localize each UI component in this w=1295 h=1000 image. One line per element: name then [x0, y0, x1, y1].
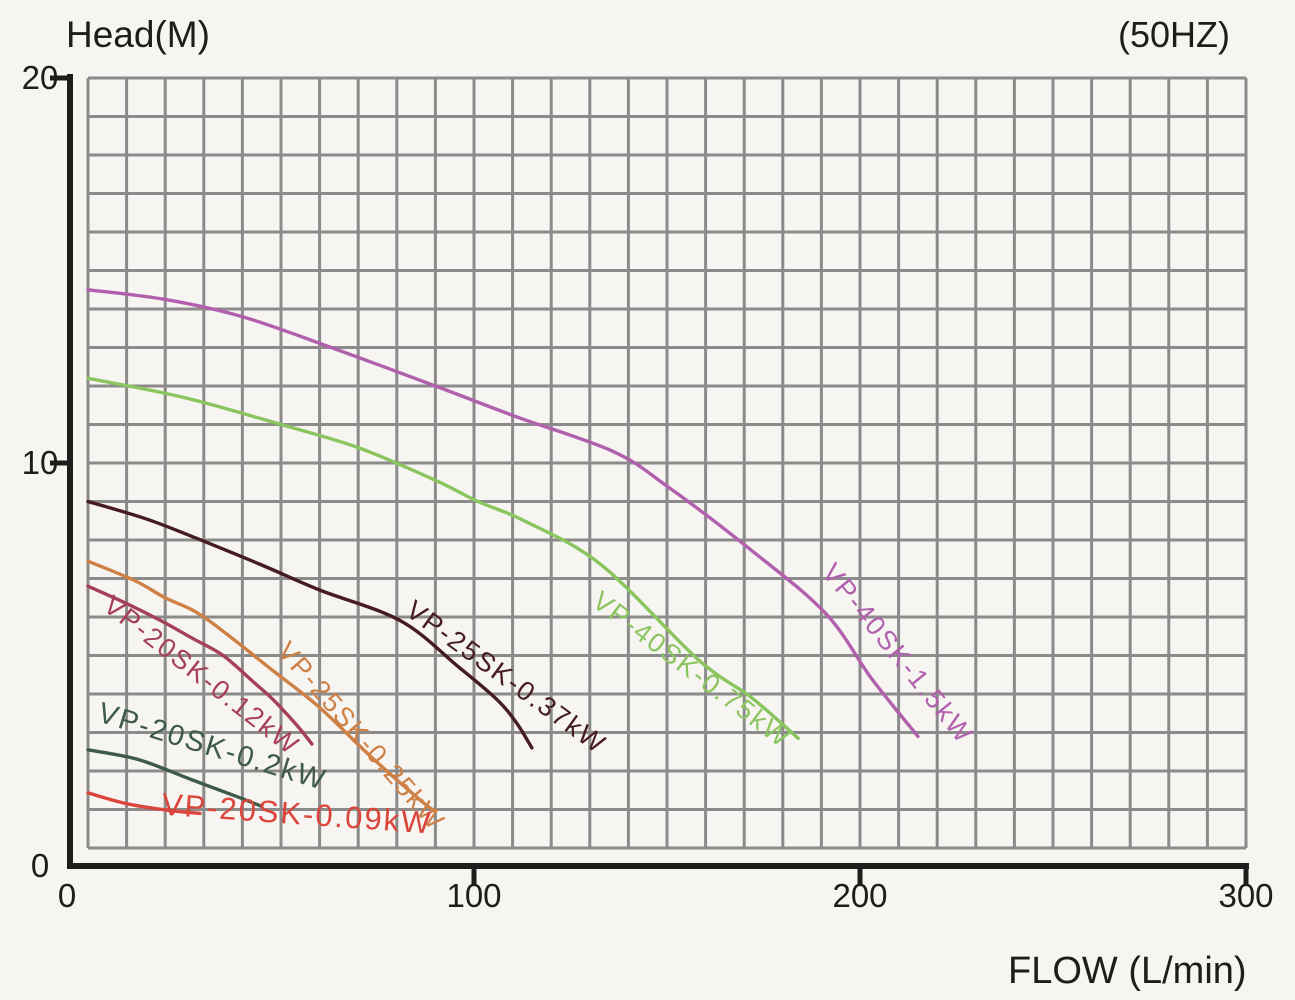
axis-ticks	[50, 75, 1249, 885]
x-tick-label-200: 200	[832, 877, 888, 914]
y-axis-title: Head(M)	[66, 14, 210, 55]
curve-vp-20sk-0.2kw	[86, 748, 264, 809]
y-tick-label-20: 20	[21, 59, 59, 96]
curve-vp-20sk-0.09kw	[86, 791, 202, 816]
y-tick-label-0: 0	[30, 847, 50, 884]
x-tick-label-0: 0	[57, 877, 77, 914]
curve-vp-20sk-0.12kw	[86, 584, 314, 746]
curve-vp-25sk-0.37kw	[86, 499, 534, 750]
axis-lines	[67, 74, 1249, 869]
x-tick-label-300: 300	[1218, 877, 1274, 914]
curve-label-vp-40sk-0.75kw: VP-40SK-0.75kW	[587, 585, 796, 753]
curve-vp-40sk-0.75kw	[86, 376, 800, 740]
y-tick-label-10: 10	[21, 444, 59, 481]
grid-lines	[86, 76, 1248, 850]
curve-vp-25sk-0.25kw	[86, 559, 438, 814]
curve-vp-40sk-1.5kw	[86, 288, 920, 739]
curve-label-vp-25sk-0.37kw: VP-25SK-0.37kW	[401, 595, 612, 760]
x-axis-title: FLOW (L/min)	[1008, 950, 1247, 992]
x-tick-label-100: 100	[446, 877, 502, 914]
frequency-note: (50HZ)	[1118, 14, 1231, 55]
